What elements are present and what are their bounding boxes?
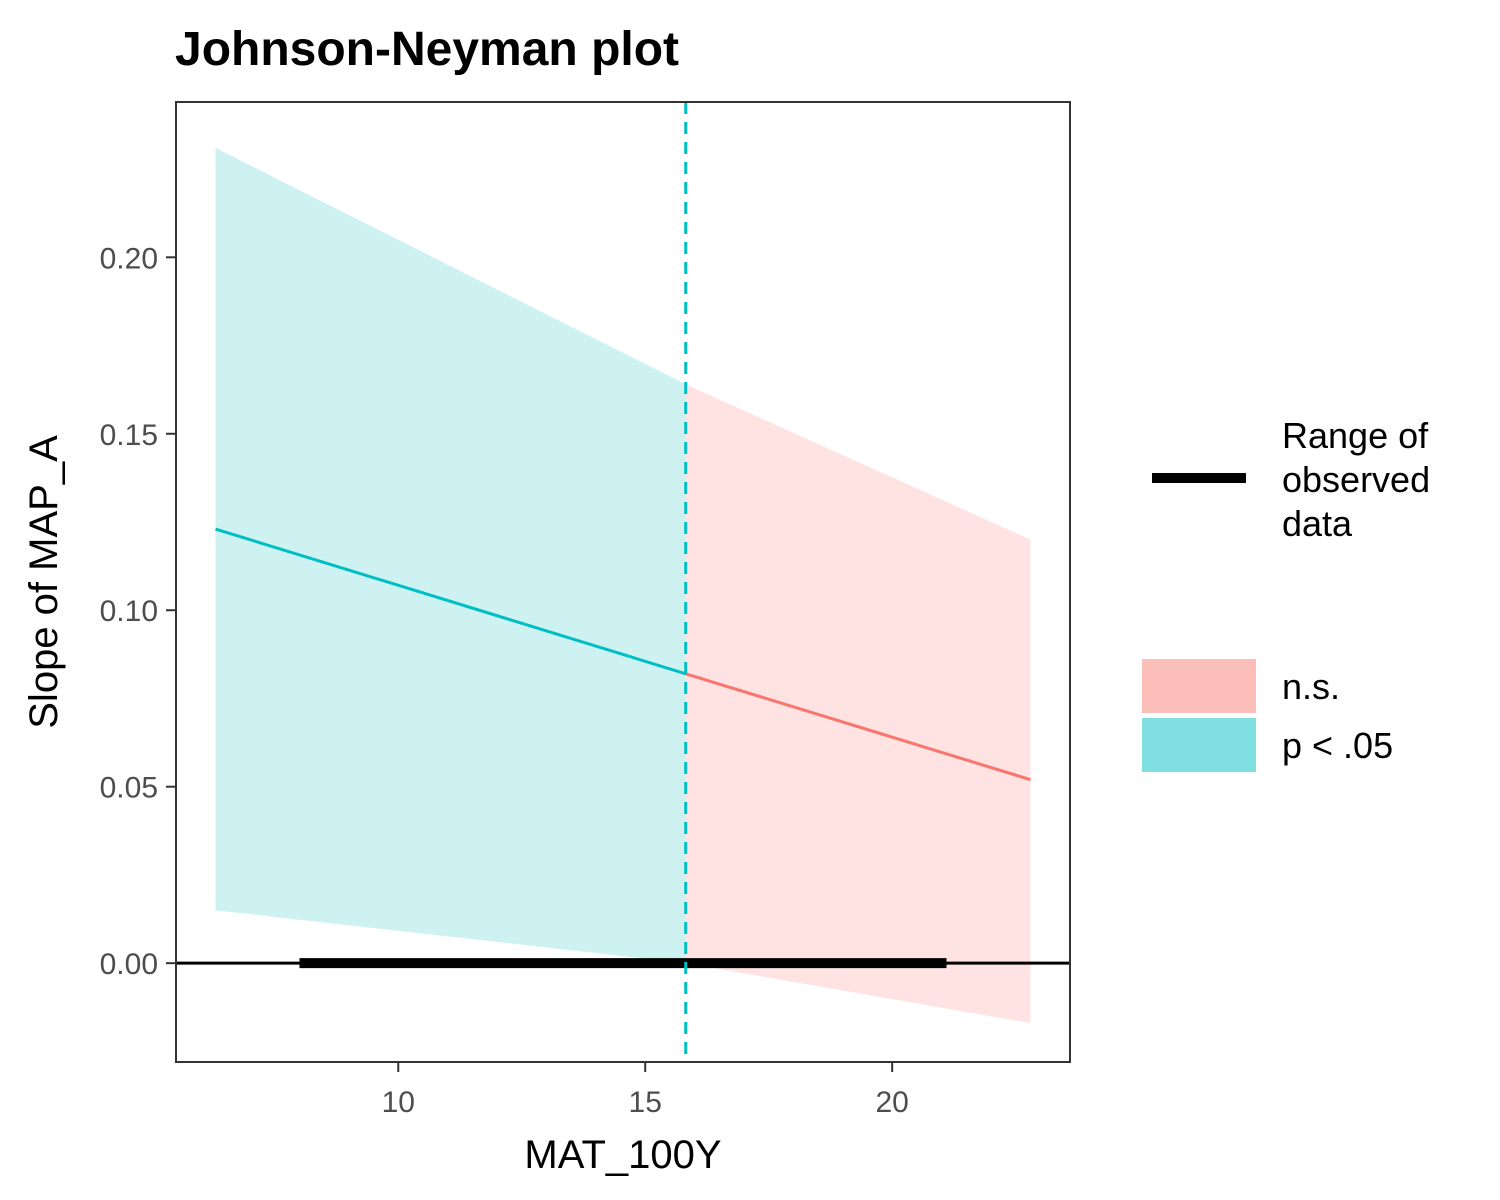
slope-line-not-significant xyxy=(685,672,1031,782)
legend-range-label: Range of observed data xyxy=(1282,415,1440,544)
legend-range-line-2: observed xyxy=(1282,459,1430,500)
y-tick-label: 0.05 xyxy=(100,772,158,805)
slope-line-significant xyxy=(215,527,687,676)
x-axis-title: MAT_100Y xyxy=(524,1133,721,1177)
y-tick-label: 0.20 xyxy=(100,242,158,275)
x-tick-label: 20 xyxy=(876,1086,909,1119)
y-tick-label: 0.00 xyxy=(100,948,158,981)
legend-ns-key xyxy=(1142,659,1256,713)
plot-area xyxy=(176,102,1070,1062)
ci-band-not-significant xyxy=(685,384,1031,1024)
ci-band-significant xyxy=(215,147,686,964)
x-tick-label: 10 xyxy=(382,1086,415,1119)
y-tick-label: 0.10 xyxy=(100,595,158,628)
legend-sig-key xyxy=(1142,718,1256,772)
x-tick-label: 15 xyxy=(629,1086,662,1119)
legend: Range of observed data n.s. p < .05 xyxy=(1142,415,1440,772)
legend-range-line-3: data xyxy=(1282,503,1353,544)
axes: 0.00 0.05 0.10 0.15 0.20 10 15 20 xyxy=(100,242,909,1119)
chart-title: Johnson-Neyman plot xyxy=(175,23,679,76)
legend-sig-label: p < .05 xyxy=(1282,725,1393,766)
y-axis-title: Slope of MAP_A xyxy=(22,435,66,729)
legend-range-line-1: Range of xyxy=(1282,415,1429,456)
legend-ns-label: n.s. xyxy=(1282,666,1340,707)
panel-border xyxy=(175,101,1071,1063)
y-tick-label: 0.15 xyxy=(100,419,158,452)
